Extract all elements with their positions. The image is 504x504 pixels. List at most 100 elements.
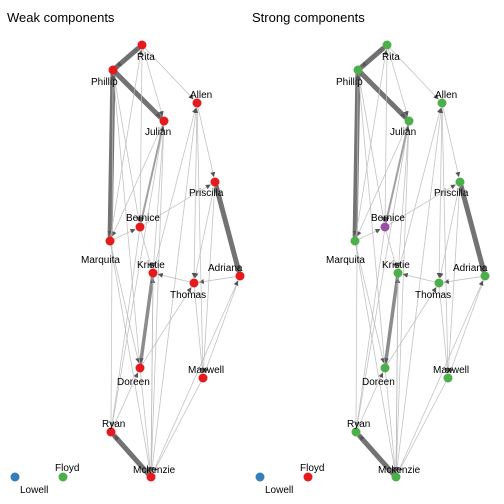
edge-mckenzie-to-allen — [396, 108, 444, 473]
node-adriana — [235, 271, 245, 281]
node-label-julian: Julian — [145, 127, 171, 138]
node-rita — [382, 40, 392, 50]
node-lowell — [10, 472, 20, 482]
node-label-ryan: Ryan — [102, 419, 125, 430]
node-label-bernice: Bernice — [126, 213, 160, 224]
node-label-kristie: Kristie — [137, 260, 165, 271]
edge-doreen-to-phillip — [356, 75, 386, 364]
edge-rita-to-phillip — [115, 46, 141, 69]
edge-thomas-to-maxwell — [193, 287, 205, 373]
node-label-ryan: Ryan — [347, 419, 370, 430]
node-kristie — [393, 268, 403, 278]
edge-priscilla-to-thomas — [438, 185, 460, 279]
node-ryan — [351, 427, 361, 437]
node-label-rita: Rita — [137, 52, 155, 63]
node-label-maxwell: Maxwell — [188, 365, 224, 376]
edge-julian-to-mckenzie — [393, 125, 410, 472]
edge-marquita-to-doreen — [355, 244, 386, 364]
node-label-lowell: Lowell — [265, 485, 293, 496]
node-label-doreen: Doreen — [117, 377, 150, 388]
edge-ryan-to-julian — [111, 125, 165, 429]
edge-priscilla-to-maxwell — [446, 186, 461, 373]
edge-adriana-to-maxwell — [449, 279, 484, 374]
edge-kristie-to-allen — [153, 107, 197, 270]
edge-mckenzie-to-adriana — [152, 280, 239, 474]
edge-phillip-to-julian — [113, 70, 163, 120]
edge-thomas-to-maxwell — [438, 287, 450, 373]
edge-priscilla-to-maxwell — [201, 186, 216, 373]
node-adriana — [480, 271, 490, 281]
node-kristie — [148, 268, 158, 278]
edge-phillip-to-bernice — [113, 74, 141, 223]
edge-doreen-to-mckenzie — [140, 372, 153, 472]
node-label-priscilla: Priscilla — [189, 188, 224, 199]
node-doreen — [135, 363, 145, 373]
edge-priscilla-to-thomas — [193, 185, 215, 279]
node-label-allen: Allen — [435, 90, 457, 101]
edge-phillip-to-julian — [358, 70, 408, 120]
node-label-julian: Julian — [390, 127, 416, 138]
edge-marquita-to-bernice — [358, 228, 381, 240]
node-mckenzie — [391, 472, 401, 482]
edge-thomas-to-kristie — [157, 272, 191, 283]
edge-ryan-to-doreen — [112, 372, 139, 429]
node-maxwell — [443, 373, 453, 383]
edge-kristie-to-mckenzie — [148, 277, 154, 472]
node-phillip — [108, 65, 118, 75]
node-priscilla — [455, 177, 465, 187]
panel-title-strong: Strong components — [252, 10, 365, 25]
edge-bernice-to-kristie — [140, 230, 153, 269]
node-label-phillip: Phillip — [336, 77, 363, 88]
edge-rita-to-bernice — [137, 49, 143, 222]
node-label-adriana: Adriana — [453, 263, 488, 274]
node-label-allen: Allen — [190, 90, 212, 101]
edge-phillip-to-marquita — [352, 72, 361, 238]
node-rita — [137, 40, 147, 50]
edge-ryan-to-phillip — [355, 75, 361, 428]
node-label-floyd: Floyd — [300, 463, 324, 474]
edge-ryan-to-julian — [356, 125, 410, 429]
node-label-rita: Rita — [382, 52, 400, 63]
edge-mckenzie-to-allen — [151, 108, 199, 473]
node-maxwell — [198, 373, 208, 383]
node-label-doreen: Doreen — [362, 377, 395, 388]
edge-mckenzie-to-ryan — [112, 433, 151, 477]
edge-julian-to-mckenzie — [148, 125, 165, 472]
node-julian — [404, 116, 414, 126]
edge-allen-to-priscilla — [442, 107, 461, 178]
node-marquita — [350, 236, 360, 246]
node-label-adriana: Adriana — [208, 263, 243, 274]
edge-doreen-to-mckenzie — [385, 372, 398, 472]
edge-doreen-to-phillip — [111, 75, 141, 364]
edge-doreen-to-thomas — [141, 287, 192, 365]
edge-adriana-to-thomas — [198, 276, 237, 284]
edges-strong — [352, 46, 487, 477]
edge-mckenzie-to-ryan — [357, 433, 396, 477]
node-allen — [437, 98, 447, 108]
node-doreen — [380, 363, 390, 373]
edge-julian-to-marquita — [111, 124, 163, 237]
node-label-thomas: Thomas — [415, 290, 451, 301]
edge-julian-to-bernice — [139, 124, 164, 223]
node-phillip — [353, 65, 363, 75]
node-label-lowell: Lowell — [20, 485, 48, 496]
edge-julian-to-kristie — [151, 125, 165, 268]
node-allen — [192, 98, 202, 108]
node-label-marquita: Marquita — [81, 255, 120, 266]
edge-maxwell-to-mckenzie — [398, 381, 447, 473]
panel-strong-components: Strong components Rita Phillip Julian Allen… — [252, 10, 490, 496]
edge-julian-to-marquita — [356, 124, 408, 237]
edge-allen-to-priscilla — [197, 107, 216, 178]
edge-phillip-to-bernice — [358, 74, 386, 223]
edge-marquita-to-rita — [355, 49, 388, 238]
node-label-floyd: Floyd — [55, 463, 79, 474]
edge-kristie-to-allen — [398, 107, 442, 270]
edge-priscilla-to-adriana — [213, 183, 242, 274]
edge-rita-to-allen — [389, 47, 439, 100]
edge-allen-to-maxwell — [196, 107, 206, 373]
node-label-kristie: Kristie — [382, 260, 410, 271]
node-label-phillip: Phillip — [91, 77, 118, 88]
edge-bernice-to-kristie — [385, 230, 398, 269]
node-bernice — [135, 222, 145, 232]
